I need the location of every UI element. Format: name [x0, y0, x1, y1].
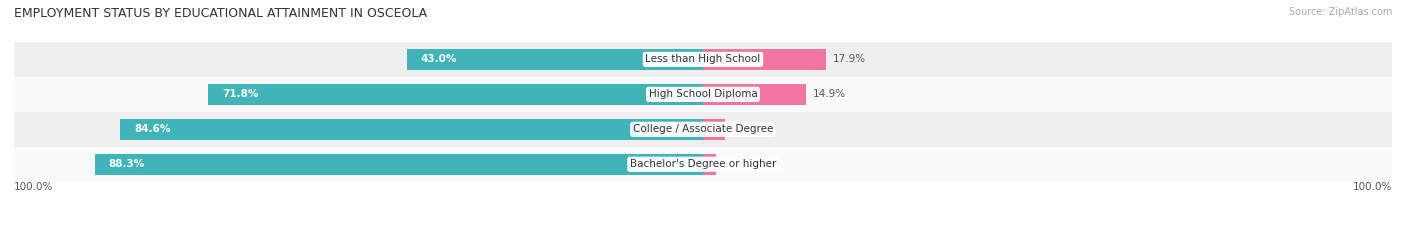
- Bar: [120, 119, 703, 140]
- Bar: [14, 112, 1392, 147]
- Bar: [703, 84, 806, 105]
- Bar: [703, 49, 827, 70]
- Bar: [703, 154, 716, 175]
- Text: 43.0%: 43.0%: [420, 55, 457, 64]
- Text: 84.6%: 84.6%: [134, 124, 170, 134]
- Text: Source: ZipAtlas.com: Source: ZipAtlas.com: [1288, 7, 1392, 17]
- Text: College / Associate Degree: College / Associate Degree: [633, 124, 773, 134]
- Text: 88.3%: 88.3%: [108, 159, 145, 169]
- Text: 14.9%: 14.9%: [813, 89, 845, 99]
- Text: Bachelor's Degree or higher: Bachelor's Degree or higher: [630, 159, 776, 169]
- Bar: [406, 49, 703, 70]
- Text: 100.0%: 100.0%: [14, 182, 53, 192]
- Bar: [208, 84, 703, 105]
- Bar: [14, 77, 1392, 112]
- Bar: [14, 42, 1392, 77]
- Text: 3.2%: 3.2%: [733, 124, 758, 134]
- Text: 71.8%: 71.8%: [222, 89, 259, 99]
- Bar: [14, 147, 1392, 182]
- Bar: [94, 154, 703, 175]
- Text: Less than High School: Less than High School: [645, 55, 761, 64]
- Text: 100.0%: 100.0%: [1353, 182, 1392, 192]
- Bar: [703, 119, 725, 140]
- Text: 17.9%: 17.9%: [834, 55, 866, 64]
- Text: High School Diploma: High School Diploma: [648, 89, 758, 99]
- Text: 1.9%: 1.9%: [723, 159, 749, 169]
- Text: EMPLOYMENT STATUS BY EDUCATIONAL ATTAINMENT IN OSCEOLA: EMPLOYMENT STATUS BY EDUCATIONAL ATTAINM…: [14, 7, 427, 20]
